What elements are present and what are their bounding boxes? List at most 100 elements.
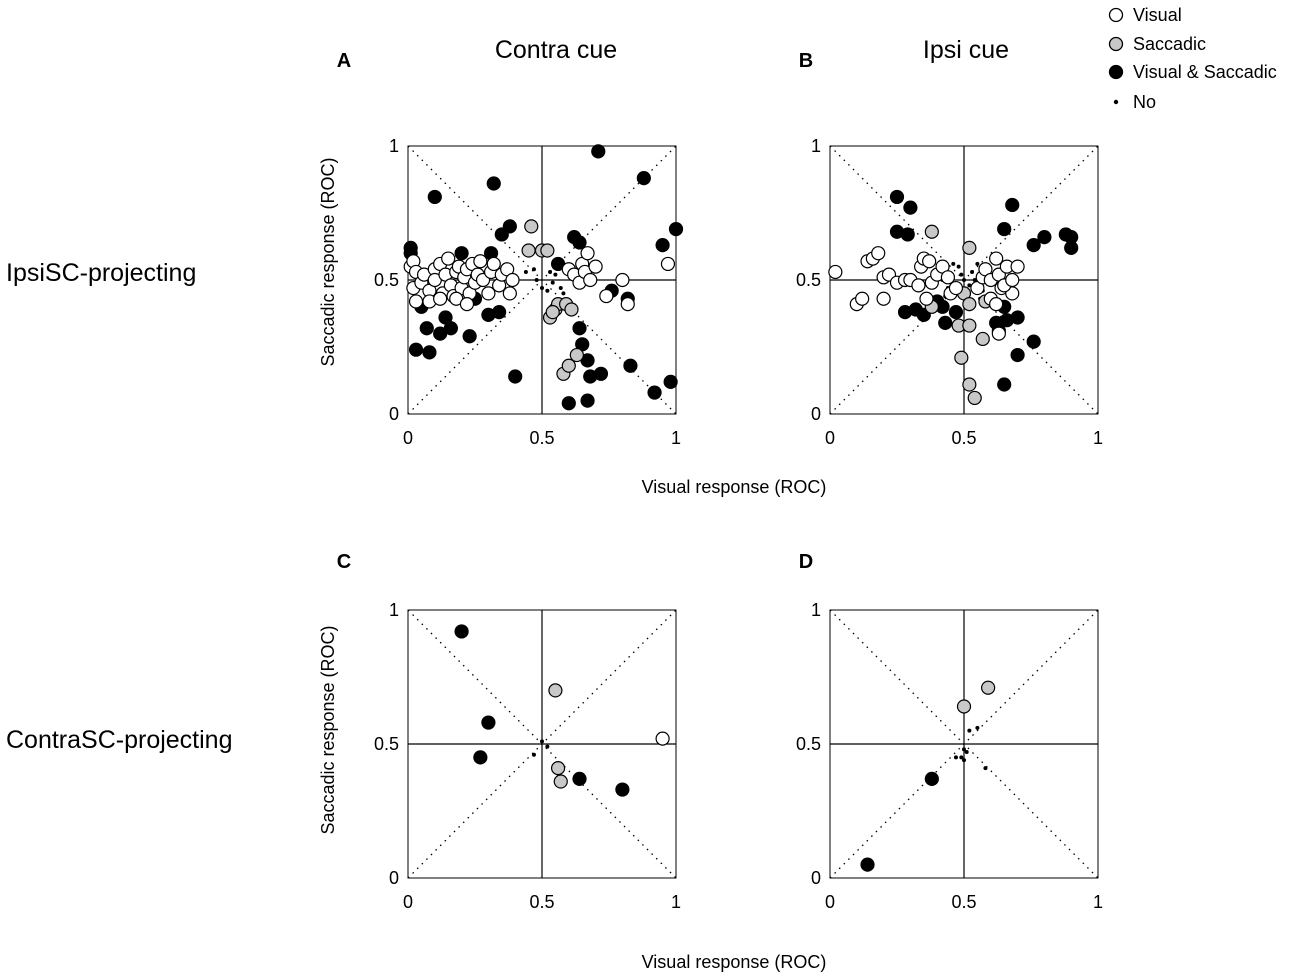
point-visual-saccadic [422, 345, 437, 360]
panel-a-x-tick-label: 0 [403, 428, 413, 448]
col-title-contra: Contra cue [495, 36, 617, 64]
legend-item-no: No [1113, 92, 1156, 112]
point-visual [505, 272, 520, 288]
point-visual-saccadic [580, 393, 595, 408]
legend-label-both: Visual & Saccadic [1133, 62, 1277, 82]
point-saccadic [967, 390, 982, 406]
point-saccadic [981, 680, 996, 695]
panel-b-x-tick-label: 0.5 [951, 428, 976, 448]
point-visual [922, 254, 937, 269]
point-visual-saccadic [655, 238, 670, 253]
legend-marker-saccadic [1108, 36, 1124, 52]
panel-letter-b: B [799, 50, 813, 72]
point-no [951, 261, 956, 266]
point-no [959, 755, 964, 760]
legend-label-saccadic: Saccadic [1133, 34, 1206, 54]
point-visual-saccadic [454, 624, 469, 639]
point-saccadic [962, 297, 977, 312]
legend-marker-both [1108, 64, 1124, 80]
point-visual [1010, 259, 1025, 274]
point-visual [481, 286, 496, 301]
point-no [545, 744, 550, 749]
panel-letter-a: A [337, 50, 351, 72]
point-visual [919, 291, 934, 306]
point-visual [459, 297, 475, 312]
point-saccadic [962, 240, 977, 255]
point-visual-saccadic [492, 305, 507, 320]
panel-a-x-tick-label: 0.5 [529, 428, 554, 448]
panel-c-y-tick-label: 0.5 [374, 734, 399, 754]
point-visual-saccadic [593, 366, 609, 381]
point-no [531, 752, 536, 757]
point-visual-saccadic [938, 315, 953, 330]
point-visual-saccadic [572, 321, 587, 336]
point-visual-saccadic [454, 246, 469, 261]
point-saccadic [545, 305, 560, 320]
point-visual [620, 297, 635, 312]
point-visual-saccadic [997, 377, 1012, 392]
y-axis-label-a: Saccadic response (ROC) [318, 157, 338, 366]
point-no [962, 747, 966, 752]
legend-marker-no [1113, 99, 1119, 105]
point-visual-saccadic [443, 321, 458, 336]
panel-d-x-tick-label: 0.5 [951, 892, 976, 912]
point-visual-saccadic [623, 358, 638, 373]
point-no [967, 283, 972, 288]
point-saccadic [962, 377, 977, 392]
panel-letter-c: C [337, 551, 351, 573]
panel-letter-d: D [799, 551, 813, 573]
panel-a-plot: 0 0.5 1 0 0.5 1 [374, 136, 684, 448]
point-visual-saccadic [486, 176, 501, 191]
point-visual-saccadic [473, 750, 488, 765]
panel-a-y-tick-label: 1 [389, 136, 399, 156]
point-visual-saccadic [997, 221, 1012, 237]
point-no [540, 286, 544, 291]
point-visual-saccadic [572, 235, 587, 250]
point-visual [580, 246, 595, 261]
point-visual [660, 256, 676, 272]
point-visual [989, 297, 1004, 312]
panel-c-x-tick-label: 1 [671, 892, 681, 912]
col-title-ipsi: Ipsi cue [923, 36, 1009, 64]
legend-label-visual: Visual [1133, 5, 1182, 25]
point-no [548, 269, 553, 274]
point-visual [828, 264, 843, 280]
point-visual-saccadic [1037, 230, 1052, 245]
point-visual-saccadic [615, 782, 630, 797]
point-saccadic [956, 699, 972, 714]
point-saccadic [524, 219, 539, 234]
point-no [540, 739, 544, 744]
panel-d-x-tick-label: 1 [1093, 892, 1103, 912]
legend-marker-visual [1108, 7, 1124, 23]
point-no [962, 758, 966, 763]
point-visual [911, 278, 926, 293]
point-saccadic [553, 774, 568, 789]
point-visual-saccadic [903, 200, 918, 215]
point-visual-saccadic [591, 144, 606, 159]
point-visual [855, 291, 870, 306]
point-visual [408, 294, 424, 309]
panel-c-plot: 0 0.5 1 0 0.5 1 [374, 600, 681, 912]
point-visual [1005, 272, 1020, 288]
point-visual-saccadic [889, 189, 905, 205]
x-axis-label-bottom: Visual response (ROC) [642, 952, 827, 972]
point-visual-saccadic [647, 385, 662, 400]
panel-b-x-tick-label: 1 [1093, 428, 1103, 448]
panel-b-x-tick-label: 0 [825, 428, 835, 448]
point-visual [433, 291, 448, 306]
point-visual [655, 731, 670, 746]
legend-label-no: No [1133, 92, 1156, 112]
point-visual-saccadic [427, 189, 442, 205]
point-no [550, 280, 555, 285]
point-visual-saccadic [948, 305, 964, 320]
point-visual-saccadic [502, 219, 517, 234]
point-saccadic [550, 761, 566, 776]
point-visual [991, 326, 1006, 341]
point-visual-saccadic [668, 221, 684, 237]
legend-item-saccadic: Saccadic [1108, 34, 1206, 54]
y-axis-label-c: Saccadic response (ROC) [318, 625, 338, 834]
point-no [964, 750, 969, 755]
panel-d-y-tick-label: 0 [811, 868, 821, 888]
panel-a-x-tick-label: 1 [671, 428, 681, 448]
